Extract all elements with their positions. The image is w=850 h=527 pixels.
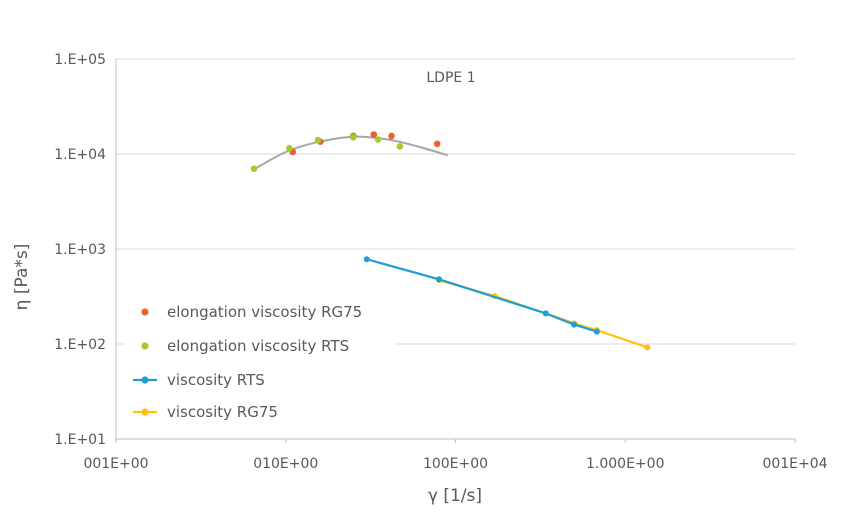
y-tick-label: 1.E+05 xyxy=(54,52,106,68)
x-tick-label: 001E+04 xyxy=(762,456,827,472)
legend-marker xyxy=(141,308,149,316)
series-layer xyxy=(250,131,651,351)
data-point xyxy=(363,256,370,263)
series-1 xyxy=(250,133,404,173)
y-axis-label: η [Pa*s] xyxy=(12,244,32,311)
legend-label: elongation viscosity RG75 xyxy=(167,303,362,321)
data-point xyxy=(374,136,382,143)
x-tick-label: 100E+00 xyxy=(423,456,488,472)
trendline xyxy=(253,135,449,171)
legend-label: elongation viscosity RTS xyxy=(167,337,349,355)
data-point xyxy=(593,328,600,335)
trendline-curve xyxy=(253,135,449,171)
legend-label: viscosity RTS xyxy=(167,371,265,389)
legend: elongation viscosity RG75 elongation visc… xyxy=(125,292,395,426)
data-point xyxy=(250,165,258,173)
y-tick-label: 1.E+02 xyxy=(54,337,106,353)
legend-background xyxy=(125,292,395,426)
data-point xyxy=(436,276,443,283)
series-line xyxy=(366,258,598,333)
legend-marker xyxy=(141,342,149,350)
data-point xyxy=(571,321,578,328)
chart-title: LDPE 1 xyxy=(426,70,475,86)
data-point xyxy=(542,310,549,317)
data-point xyxy=(370,131,378,138)
y-tick-label: 1.E+03 xyxy=(54,242,106,258)
y-tick-label: 1.E+04 xyxy=(54,147,106,163)
y-tick-label: 1.E+01 xyxy=(54,432,106,448)
x-tick-label: 010E+00 xyxy=(253,456,318,472)
data-point xyxy=(388,132,395,140)
x-tick-label: 1.000E+00 xyxy=(586,456,664,472)
series-2 xyxy=(363,256,600,335)
data-point xyxy=(314,136,322,144)
gridlines xyxy=(116,58,795,345)
data-point xyxy=(350,133,357,141)
legend-label: viscosity RG75 xyxy=(167,403,278,421)
data-point xyxy=(644,344,651,351)
x-tick-label: 001E+00 xyxy=(83,456,148,472)
legend-marker xyxy=(141,408,149,416)
data-point xyxy=(286,144,293,152)
data-point xyxy=(433,140,441,148)
data-point xyxy=(396,143,404,150)
legend-marker xyxy=(141,376,149,384)
axes xyxy=(115,59,796,443)
tick-labels: 1.E+01 1.E+02 1.E+03 1.E+04 1.E+05 001E+00 010… xyxy=(54,52,827,472)
x-axis-label: γ [1/s] xyxy=(428,486,482,506)
